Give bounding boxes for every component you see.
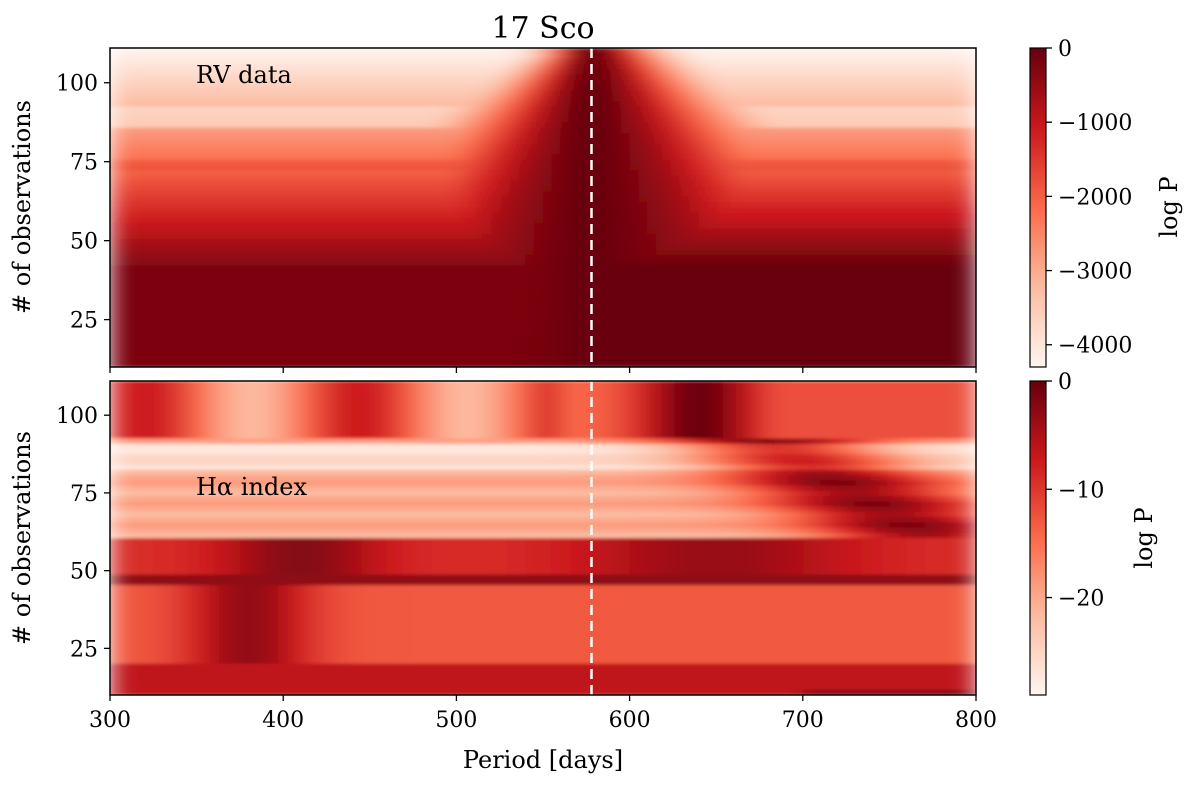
y-tick-label: 100 — [56, 72, 98, 97]
colorbar-tick-label: −10 — [1058, 478, 1104, 503]
chart-title: 17 Sco — [491, 11, 594, 46]
x-tick-label: 300 — [89, 708, 131, 733]
x-ticks: 300 400 500 600 700 800 — [89, 367, 997, 733]
colorbar-tick-label: −4000 — [1058, 334, 1132, 359]
y-ticks-bottom: 25 50 75 100 — [56, 404, 110, 662]
colorbar-rv: 0 −1000 −2000 −3000 −4000 log P — [1029, 37, 1183, 368]
y-tick-label: 75 — [70, 482, 98, 507]
y-axis-label-bottom: # of observations — [8, 431, 36, 645]
y-ticks-top: 25 50 75 100 — [56, 72, 110, 334]
colorbar-rv-label: log P — [1155, 176, 1183, 237]
heatmap-halpha — [110, 381, 976, 695]
y-tick-label: 100 — [56, 404, 98, 429]
colorbar-halpha-label: log P — [1130, 507, 1158, 568]
x-tick-label: 600 — [609, 708, 651, 733]
colorbar-halpha: 0 −10 −20 log P — [1029, 370, 1158, 696]
x-tick-label: 500 — [435, 708, 477, 733]
panel-annotation-rv: RV data — [196, 61, 292, 89]
colorbar-tick-label: −3000 — [1058, 260, 1132, 285]
y-tick-label: 25 — [70, 309, 98, 334]
axes-frame-top — [109, 47, 977, 368]
y-tick-label: 25 — [70, 637, 98, 662]
colorbar-tick-label: −2000 — [1058, 185, 1132, 210]
y-axis-label-top: # of observations — [8, 100, 36, 314]
colorbar-halpha-bar — [1029, 380, 1047, 696]
heatmap-rv — [110, 48, 976, 367]
x-axis-label: Period [days] — [463, 746, 623, 774]
y-tick-label: 50 — [70, 230, 98, 255]
panel-halpha: Hα index # of observations 25 50 75 100 0 −1… — [8, 370, 1158, 696]
colorbar-tick-label: 0 — [1058, 37, 1072, 62]
y-tick-label: 50 — [70, 560, 98, 585]
panel-annotation-halpha: Hα index — [196, 473, 307, 501]
colorbar-rv-bar — [1029, 47, 1047, 368]
x-tick-label: 400 — [262, 708, 304, 733]
colorbar-tick-label: 0 — [1058, 370, 1072, 395]
colorbar-tick-label: −1000 — [1058, 111, 1132, 136]
colorbar-rv-ticks: 0 −1000 −2000 −3000 −4000 — [1046, 37, 1132, 359]
x-tick-label: 700 — [782, 708, 824, 733]
colorbar-tick-label: −20 — [1058, 587, 1104, 612]
axes-frame-bottom — [109, 380, 977, 696]
y-tick-label: 75 — [70, 151, 98, 176]
colorbar-halpha-ticks: 0 −10 −20 — [1046, 370, 1104, 612]
panel-rv: RV data # of observations 25 50 75 100 0 −10… — [8, 37, 1183, 368]
x-tick-label: 800 — [955, 708, 997, 733]
